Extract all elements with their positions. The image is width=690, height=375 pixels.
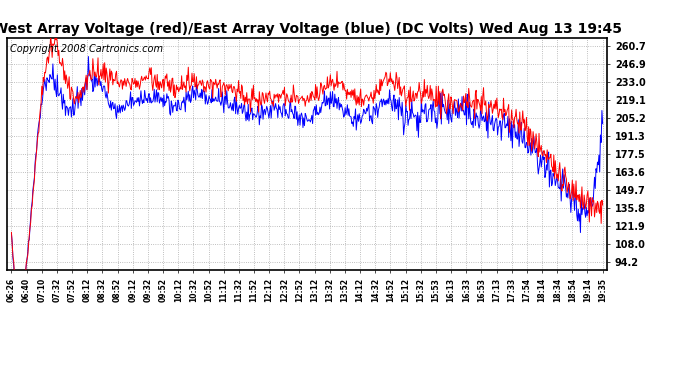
Title: West Array Voltage (red)/East Array Voltage (blue) (DC Volts) Wed Aug 13 19:45: West Array Voltage (red)/East Array Volt… xyxy=(0,22,622,36)
Text: Copyright 2008 Cartronics.com: Copyright 2008 Cartronics.com xyxy=(10,45,163,54)
